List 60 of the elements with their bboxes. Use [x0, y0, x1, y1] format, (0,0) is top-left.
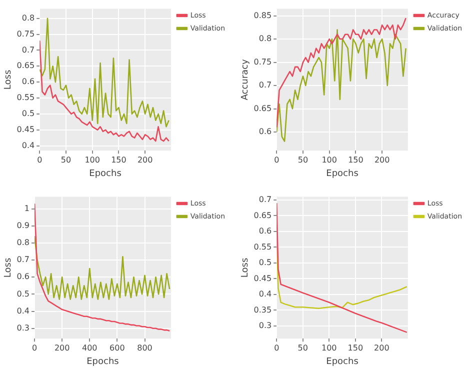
y-tick-label: 0.45 — [16, 124, 35, 134]
y-tick-label: 0.5 — [258, 258, 272, 268]
x-tick-label: 150 — [111, 155, 126, 164]
x-tick-label: 0 — [32, 343, 38, 352]
x-tick-label: 800 — [137, 343, 152, 352]
y-tick-label: 1 — [24, 204, 30, 213]
x-axis-title: Epochs — [89, 168, 122, 179]
y-tick-label: 0.6 — [258, 127, 272, 136]
x-tick-label: 50 — [298, 155, 308, 164]
y-tick-label: 0.6 — [22, 77, 35, 86]
y-tick-label: 0.6 — [258, 226, 272, 236]
x-tick-label: 200 — [374, 155, 390, 164]
y-tick-label: 0.35 — [254, 305, 272, 314]
y-axis-title: Loss — [240, 258, 251, 278]
x-tick-label: 200 — [137, 155, 153, 164]
x-tick-label: 400 — [82, 343, 98, 352]
x-tick-label: 50 — [298, 343, 308, 352]
x-tick-label: 150 — [348, 155, 364, 164]
y-tick-label: 0.7 — [16, 255, 30, 264]
y-tick-label: 0.3 — [258, 321, 272, 330]
x-tick-label: 100 — [322, 155, 337, 164]
y-tick-label: 0.55 — [16, 93, 35, 102]
y-tick-label: 0.55 — [254, 242, 272, 252]
y-tick-label: 0.5 — [16, 289, 30, 298]
x-axis-title: Epochs — [326, 356, 359, 367]
y-tick-label: 0.65 — [254, 104, 272, 113]
y-tick-label: 0.8 — [22, 13, 35, 22]
y-tick-label: 0.85 — [254, 10, 272, 20]
y-tick-label: 0.4 — [258, 290, 272, 299]
y-tick-label: 0.7 — [258, 80, 272, 90]
y-axis-title: Accuracy — [240, 58, 251, 100]
y-tick-label: 0.3 — [16, 323, 30, 332]
y-tick-label: 0.7 — [22, 45, 35, 54]
y-tick-label: 0.45 — [254, 274, 272, 283]
y-tick-label: 0.7 — [258, 195, 272, 204]
x-tick-label: 600 — [110, 343, 125, 352]
x-tick-label: 0 — [274, 155, 280, 164]
y-tick-label: 0.5 — [22, 109, 35, 118]
y-tick-label: 0.75 — [16, 29, 35, 38]
y-tick-label: 0.65 — [254, 210, 272, 220]
y-axis-title: Loss — [4, 70, 14, 90]
x-tick-label: 100 — [84, 155, 100, 164]
y-tick-label: 0.75 — [254, 57, 272, 66]
y-tick-label: 0.65 — [16, 61, 35, 70]
x-axis-title: Epochs — [86, 356, 120, 367]
x-tick-label: 150 — [348, 343, 364, 352]
y-tick-label: 0.8 — [16, 238, 30, 248]
y-axis-title: Loss — [4, 258, 14, 278]
x-tick-label: 0 — [37, 155, 42, 164]
y-tick-label: 0.6 — [16, 272, 30, 282]
y-tick-label: 0.4 — [16, 306, 30, 316]
x-tick-label: 50 — [60, 155, 72, 164]
x-tick-label: 200 — [54, 343, 70, 352]
x-tick-label: 100 — [322, 343, 337, 352]
y-tick-label: 0.8 — [258, 34, 272, 44]
y-tick-label: 0.9 — [16, 220, 30, 230]
x-axis-title: Epochs — [326, 168, 359, 179]
x-tick-label: 0 — [274, 343, 280, 352]
x-tick-label: 200 — [374, 343, 390, 352]
y-tick-label: 0.4 — [22, 140, 35, 150]
